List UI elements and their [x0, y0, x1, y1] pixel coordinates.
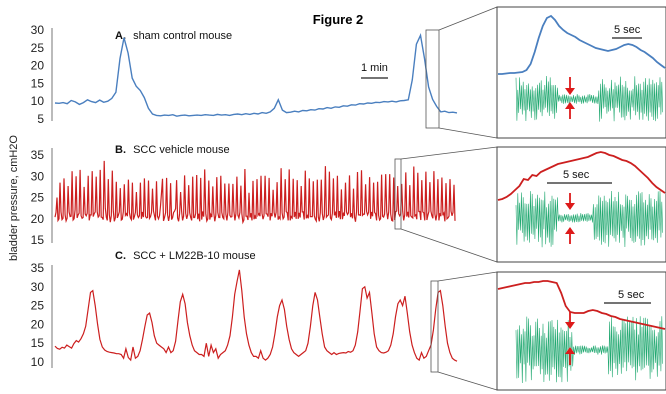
panel-a-inset-frame [496, 6, 666, 139]
panel-c-inset-pressure-trace [497, 280, 666, 330]
figure-title: Figure 2 [313, 12, 364, 27]
panel-b-inset-frame [496, 146, 666, 263]
panel-b-y-tick-label: 30 [31, 169, 45, 183]
panel-c-zoom-line-top [437, 271, 498, 282]
panel-c-y-tick-label: 10 [31, 355, 45, 369]
panel-b-y-tick-label: 25 [31, 191, 45, 205]
panel-a-inset-pressure-trace [498, 14, 666, 75]
panel-c-zoom-box [430, 280, 439, 373]
panel-c: C. SCC + LM22B-10 mouse 35 30 25 20 15 10 5 s… [31, 250, 666, 391]
panel-c-y-ticks: 35 30 25 20 15 10 [31, 261, 45, 369]
panel-c-arrow-down [565, 312, 575, 329]
panel-c-y-tick-label: 25 [31, 299, 45, 313]
panel-b-pressure-trace [54, 160, 456, 225]
panel-b-zoom-box [394, 158, 402, 230]
panel-a-y-tick-label: 20 [31, 59, 45, 73]
panel-a-y-tick-label: 10 [31, 94, 45, 108]
panel-c-arrow-up [565, 347, 575, 365]
panel-a-y-tick-label: 15 [31, 76, 45, 90]
panel-a-letter: A. [115, 30, 126, 42]
panel-c-y-tick-label: 15 [31, 336, 45, 350]
panel-a-arrow-up [565, 102, 575, 119]
panel-b-title: SCC vehicle mouse [133, 144, 230, 156]
panel-c-y-tick-label: 30 [31, 280, 45, 294]
panel-c-y-tick-label: 20 [31, 317, 45, 331]
svg-text:A. sham control mouse: A. sham control mouse [115, 30, 232, 42]
y-axis-label: bladder pressure, cmH2O [8, 135, 20, 261]
panel-b-zoom-line-bottom [400, 228, 498, 263]
panel-a-arrow-down [565, 77, 575, 95]
panel-a-y-tick-label: 25 [31, 41, 45, 55]
panel-a-zoom-line-top [438, 6, 498, 31]
panel-a-y-tick-label: 5 [37, 112, 44, 126]
panel-b-inset-emg-trace [515, 190, 663, 248]
panel-c-title: SCC + LM22B-10 mouse [133, 250, 256, 262]
panel-b: B. SCC vehicle mouse 35 30 25 20 15 5 sec [31, 144, 666, 263]
panel-a-y-ticks: 30 25 20 15 10 5 [31, 23, 45, 126]
panel-c-letter: C. [115, 250, 126, 262]
panel-b-arrow-down [565, 193, 575, 210]
svg-text:B. SCC vehicle mouse: B. SCC vehicle mouse [115, 144, 230, 156]
panel-b-letter: B. [115, 144, 126, 156]
panel-b-y-ticks: 35 30 25 20 15 [31, 148, 45, 247]
panel-a-title: sham control mouse [133, 30, 232, 42]
panel-c-zoom-line-bottom [437, 371, 498, 391]
svg-text:C. SCC + LM22B-10 mouse: C. SCC + LM22B-10 mouse [115, 250, 256, 262]
panel-b-y-tick-label: 15 [31, 233, 45, 247]
panel-a-y-tick-label: 30 [31, 23, 45, 37]
panel-c-inset-scale-bar-label: 5 sec [618, 289, 645, 301]
panel-a-zoom-box [425, 29, 440, 129]
panel-c-pressure-trace [54, 269, 458, 362]
panel-a-inset: 5 sec [496, 6, 666, 139]
panel-a-inset-emg-trace [515, 75, 663, 122]
panel-b-inset-pressure-trace [497, 151, 666, 201]
panel-a-scale-bar-label: 1 min [361, 62, 388, 74]
panel-c-inset-emg-trace [515, 316, 663, 384]
panel-c-inset: 5 sec [496, 271, 666, 391]
panel-c-y-tick-label: 35 [31, 261, 45, 275]
panel-b-arrow-up [565, 227, 575, 244]
panel-a-inset-scale-bar-label: 5 sec [614, 24, 641, 36]
panel-b-zoom-line-top [400, 146, 498, 160]
panel-b-inset: 5 sec [496, 146, 666, 263]
panel-a-pressure-trace [54, 32, 458, 117]
panel-b-inset-scale-bar-label: 5 sec [563, 169, 590, 181]
panel-b-y-tick-label: 35 [31, 148, 45, 162]
panel-a-zoom-line-bottom [438, 127, 498, 139]
panel-b-y-tick-label: 20 [31, 212, 45, 226]
